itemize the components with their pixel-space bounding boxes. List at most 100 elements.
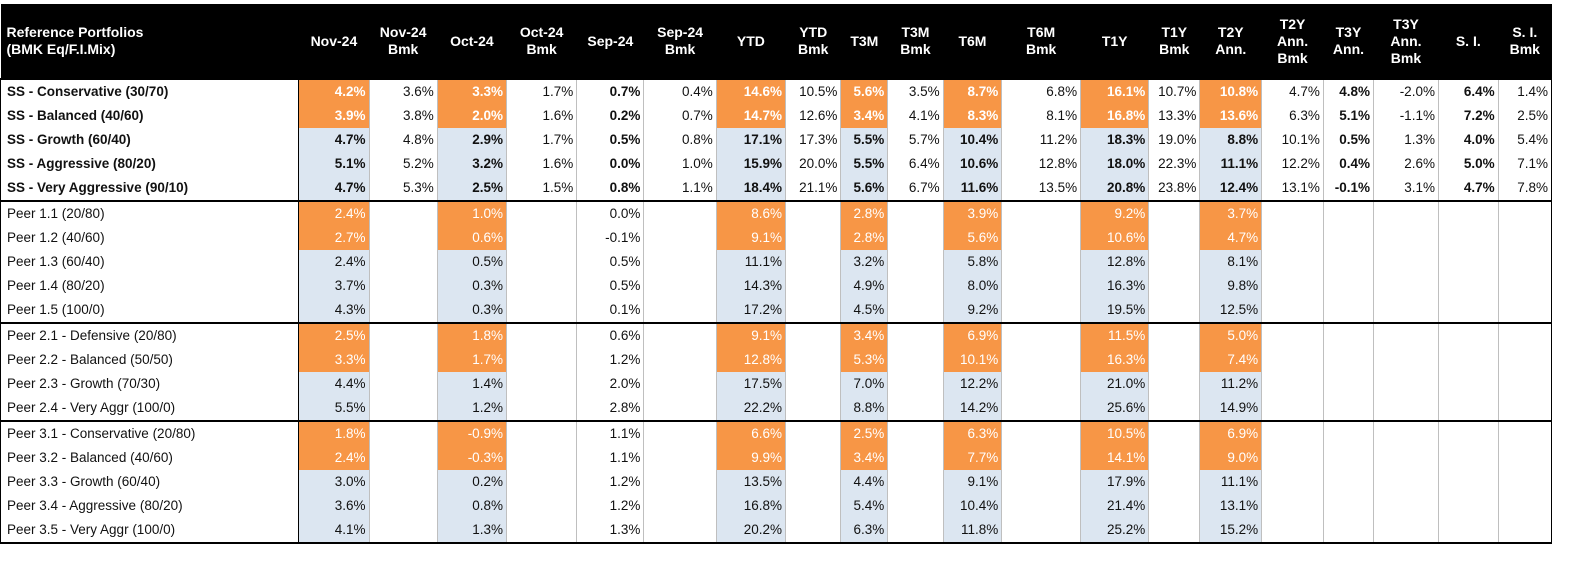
value-cell: 22.2% [716,396,787,421]
value-cell: 10.6% [1080,226,1150,250]
column-header: T3M [840,4,888,79]
value-cell [1001,322,1082,348]
value-cell [1373,518,1439,544]
value-cell: 25.6% [1080,396,1150,421]
column-header: S. I. [1438,4,1499,79]
value-cell: 2.5% [437,176,507,201]
value-cell [785,396,842,421]
value-cell: 11.1% [716,250,787,274]
value-cell: 3.9% [298,104,370,128]
value-cell: 6.9% [943,322,1003,348]
value-cell: 10.5% [785,78,842,104]
value-cell [1373,250,1439,274]
value-cell: 1.1% [576,420,645,446]
value-cell [887,396,944,421]
value-cell: 11.2% [1199,372,1263,396]
table-row: Peer 2.2 - Balanced (50/50) 3.3% 1.7% 1.2% 1… [0,348,1553,372]
value-cell: 2.8% [840,200,889,226]
value-cell: 2.4% [298,250,370,274]
value-cell: 1.4% [1498,78,1553,104]
value-cell: 23.8% [1148,176,1201,201]
column-header: Nov-24 Bmk [369,4,438,79]
value-cell [506,348,578,372]
value-cell [369,250,438,274]
value-cell [643,518,717,544]
value-cell [643,322,717,348]
value-cell: 4.3% [298,298,370,323]
value-cell [1261,446,1324,470]
value-cell: 2.7% [298,226,370,250]
value-cell [1498,396,1553,421]
value-cell [887,322,944,348]
value-cell [506,446,578,470]
value-cell [1323,274,1375,298]
portfolio-name: SS - Conservative (30/70) [0,78,300,104]
value-cell: 7.8% [1498,176,1553,201]
value-cell: 1.1% [643,176,717,201]
value-cell [1438,322,1499,348]
value-cell: 1.3% [437,518,507,544]
value-cell [887,494,944,518]
value-cell: 1.6% [506,104,578,128]
value-cell [643,446,717,470]
column-header: T3Y Ann. [1323,4,1374,79]
value-cell [1373,446,1439,470]
value-cell: 4.2% [298,78,370,104]
value-cell: 5.0% [1438,152,1499,176]
value-cell [643,348,717,372]
value-cell: 4.7% [298,128,370,152]
value-cell [1373,494,1439,518]
value-cell [1001,446,1082,470]
value-cell [1323,200,1375,226]
value-cell: 12.2% [1261,152,1324,176]
value-cell: 0.2% [576,104,645,128]
value-cell [369,274,438,298]
value-cell [1323,446,1375,470]
portfolio-name: Peer 3.1 - Conservative (20/80) [0,420,300,446]
value-cell: 10.1% [1261,128,1324,152]
value-cell: 0.8% [643,128,717,152]
value-cell: 21.4% [1080,494,1150,518]
table-row: Peer 1.4 (80/20) 3.7% 0.3% 0.5% 14.3% 4.9% 8.0… [0,274,1553,298]
value-cell [1498,470,1553,494]
value-cell [643,200,717,226]
value-cell [1261,518,1324,544]
value-cell [1373,470,1439,494]
value-cell [1373,396,1439,421]
value-cell [887,518,944,544]
value-cell [1001,420,1082,446]
table-header-row: Reference Portfolios (BMK Eq/F.I.Mix) No… [0,4,1552,79]
value-cell: 8.6% [716,200,787,226]
value-cell [1261,396,1324,421]
value-cell [643,470,717,494]
table-row: SS - Balanced (40/60) 3.9% 3.8% 2.0% 1.6% 0.2… [0,104,1553,128]
value-cell: 3.0% [298,470,370,494]
value-cell: 5.6% [840,78,889,104]
value-cell [506,274,578,298]
value-cell: 2.6% [1373,152,1439,176]
value-cell [1438,200,1499,226]
value-cell: 1.3% [576,518,645,544]
value-cell [785,298,842,323]
value-cell [1373,298,1439,323]
value-cell: 10.7% [1148,78,1201,104]
value-cell: 6.3% [840,518,889,544]
value-cell: 15.2% [1199,518,1263,544]
value-cell: 13.3% [1148,104,1201,128]
value-cell: 5.8% [943,250,1003,274]
value-cell: 8.7% [943,78,1003,104]
value-cell: 14.6% [716,78,787,104]
value-cell: 2.0% [437,104,507,128]
value-cell: 3.4% [840,446,889,470]
value-cell [1261,200,1324,226]
value-cell: 9.0% [1199,446,1263,470]
value-cell [1373,348,1439,372]
portfolio-name: SS - Growth (60/40) [0,128,300,152]
value-cell: 1.4% [437,372,507,396]
value-cell: 0.5% [576,250,645,274]
value-cell: -0.9% [437,420,507,446]
value-cell: 3.6% [369,78,438,104]
value-cell [1373,226,1439,250]
value-cell [1438,470,1499,494]
column-header-portfolio: Reference Portfolios (BMK Eq/F.I.Mix) [0,4,299,79]
